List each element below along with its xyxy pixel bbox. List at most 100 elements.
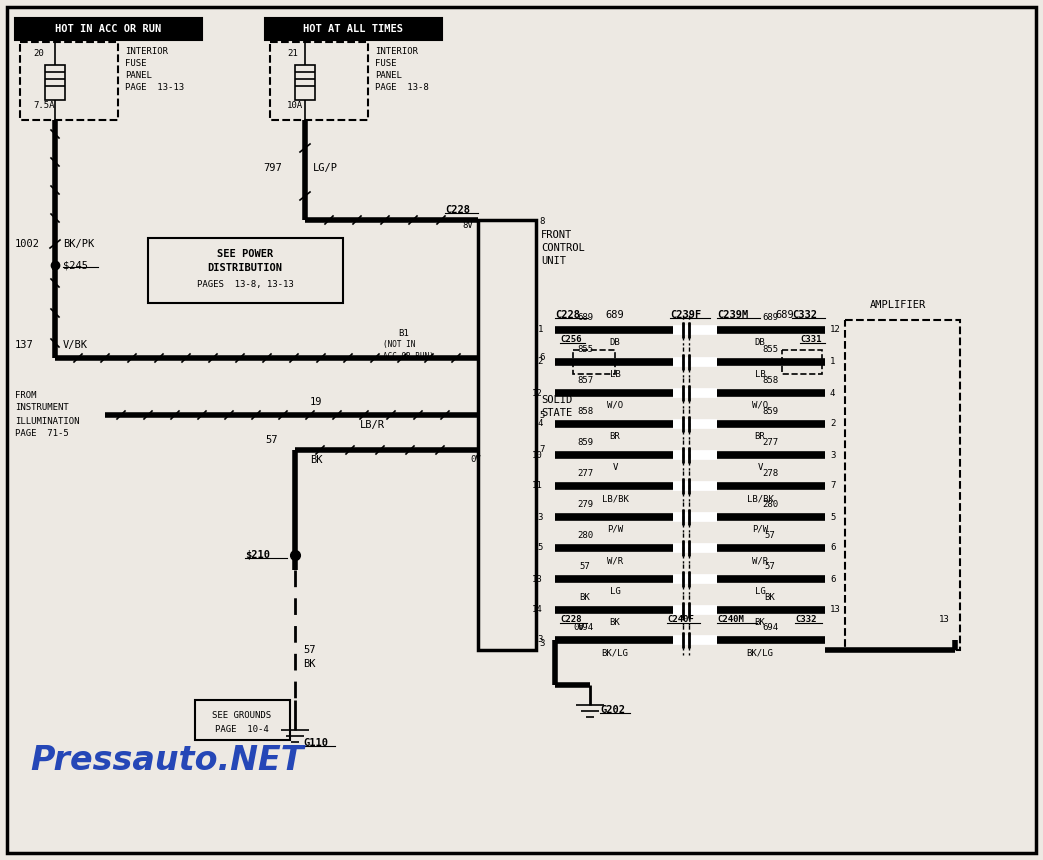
Text: B1: B1 <box>398 329 409 337</box>
Text: 278: 278 <box>762 469 778 478</box>
Text: PAGE  71-5: PAGE 71-5 <box>15 429 69 439</box>
Text: PANEL: PANEL <box>125 71 152 81</box>
Text: 12: 12 <box>830 325 841 335</box>
Text: LB: LB <box>755 370 766 379</box>
Text: LG: LG <box>755 587 766 596</box>
Text: C332: C332 <box>795 616 817 624</box>
Text: PAGE  13-8: PAGE 13-8 <box>375 83 429 93</box>
Text: LG: LG <box>609 587 621 596</box>
Text: 6: 6 <box>830 574 835 583</box>
Text: SOLID: SOLID <box>541 395 573 405</box>
Text: INTERIOR: INTERIOR <box>375 47 418 57</box>
Text: INTERIOR: INTERIOR <box>125 47 168 57</box>
Text: CONTROL: CONTROL <box>541 243 585 253</box>
Text: 280: 280 <box>577 531 593 540</box>
Text: LB/BK: LB/BK <box>747 494 774 503</box>
Text: 5: 5 <box>537 544 543 552</box>
Text: 13: 13 <box>532 574 543 583</box>
Text: 859: 859 <box>577 438 593 447</box>
Text: C228: C228 <box>445 205 470 215</box>
Text: UNIT: UNIT <box>541 256 566 266</box>
Text: $245: $245 <box>63 260 88 270</box>
Text: 57: 57 <box>304 645 315 655</box>
Text: SEE POWER: SEE POWER <box>217 249 273 259</box>
Text: 857: 857 <box>577 376 593 385</box>
Text: BK/PK: BK/PK <box>63 239 94 249</box>
Text: 21: 21 <box>287 48 297 58</box>
Text: G110: G110 <box>304 738 328 748</box>
Text: 1: 1 <box>830 358 835 366</box>
Text: 694: 694 <box>577 623 593 632</box>
Text: 4: 4 <box>537 420 543 428</box>
Text: 3: 3 <box>537 636 543 644</box>
Bar <box>265 18 442 40</box>
Text: 277: 277 <box>577 469 593 478</box>
Text: 3: 3 <box>537 513 543 521</box>
Text: 6: 6 <box>830 544 835 552</box>
Text: PANEL: PANEL <box>375 71 402 81</box>
Text: ACC OR RUN): ACC OR RUN) <box>383 353 434 361</box>
Text: P/W: P/W <box>752 525 768 534</box>
Text: BR: BR <box>755 432 766 441</box>
Text: W/R: W/R <box>607 556 623 565</box>
Text: HOT AT ALL TIMES: HOT AT ALL TIMES <box>304 24 403 34</box>
Bar <box>295 65 315 100</box>
Text: 0V: 0V <box>470 456 481 464</box>
Text: Pressauto.NET: Pressauto.NET <box>30 744 304 777</box>
Text: 797: 797 <box>263 163 282 173</box>
Text: W/O: W/O <box>752 401 768 410</box>
Text: 57: 57 <box>765 531 775 540</box>
Text: C331: C331 <box>800 335 822 345</box>
Text: STATE: STATE <box>541 408 573 418</box>
Text: C239F: C239F <box>670 310 701 320</box>
Text: 11: 11 <box>532 482 543 490</box>
Text: 13: 13 <box>830 605 841 615</box>
Text: FROM: FROM <box>15 390 37 400</box>
Text: 3: 3 <box>830 451 835 459</box>
Text: C240M: C240M <box>717 616 744 624</box>
Text: FUSE: FUSE <box>125 59 146 69</box>
Text: 57: 57 <box>765 562 775 571</box>
Text: FRONT: FRONT <box>541 230 573 240</box>
Text: 137: 137 <box>15 340 33 350</box>
Text: DISTRIBUTION: DISTRIBUTION <box>208 263 283 273</box>
Bar <box>20 42 118 120</box>
Text: DB: DB <box>755 338 766 347</box>
Text: W/R: W/R <box>752 556 768 565</box>
Text: 859: 859 <box>762 407 778 416</box>
Text: 1002: 1002 <box>15 239 40 249</box>
Text: 694: 694 <box>762 623 778 632</box>
Text: 12: 12 <box>532 389 543 397</box>
Text: 7.5A: 7.5A <box>33 101 54 109</box>
Text: V: V <box>757 463 762 472</box>
Text: BK: BK <box>304 659 315 669</box>
Text: 0V: 0V <box>573 623 584 632</box>
Text: 689: 689 <box>577 313 593 322</box>
Text: PAGES  13-8, 13-13: PAGES 13-8, 13-13 <box>197 280 293 288</box>
Text: 855: 855 <box>577 345 593 354</box>
Text: W/O: W/O <box>607 401 623 410</box>
Text: 689: 689 <box>762 313 778 322</box>
Text: BK/LG: BK/LG <box>747 648 774 657</box>
Text: 57: 57 <box>580 562 590 571</box>
Text: BK: BK <box>609 618 621 627</box>
Text: 1: 1 <box>537 325 543 335</box>
Text: 858: 858 <box>577 407 593 416</box>
Bar <box>573 350 615 374</box>
Text: 858: 858 <box>762 376 778 385</box>
Text: LB/R: LB/R <box>360 420 385 430</box>
Text: LG/P: LG/P <box>313 163 338 173</box>
Text: BK/LG: BK/LG <box>602 648 629 657</box>
Text: BK: BK <box>580 593 590 602</box>
Text: 8V: 8V <box>462 220 472 230</box>
Text: 10A: 10A <box>287 101 304 109</box>
Text: C332: C332 <box>792 310 817 320</box>
Bar <box>478 220 536 650</box>
Text: ILLUMINATION: ILLUMINATION <box>15 416 79 426</box>
Text: P/W: P/W <box>607 525 623 534</box>
Text: SEE GROUNDS: SEE GROUNDS <box>213 710 271 720</box>
Bar <box>270 42 368 120</box>
Bar <box>195 700 290 740</box>
Text: 13: 13 <box>940 616 950 624</box>
Text: INSTRUMENT: INSTRUMENT <box>15 403 69 413</box>
